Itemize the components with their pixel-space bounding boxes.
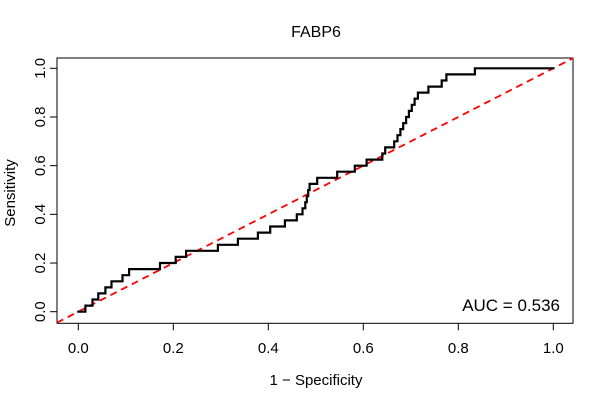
x-tick-label: 0.6 — [353, 340, 374, 357]
plot-box — [56, 57, 574, 324]
y-tick-label: 0.2 — [32, 253, 49, 274]
auc-annotation: AUC = 0.536 — [462, 296, 560, 315]
x-tick-label: 0.4 — [258, 340, 279, 357]
y-tick-label: 0.6 — [32, 155, 49, 176]
roc-curve — [77, 67, 555, 313]
roc-curve-layer — [77, 67, 555, 313]
y-tick-label: 0.4 — [32, 204, 49, 225]
x-tick-label: 1.0 — [543, 340, 564, 357]
y-tick-label: 0.0 — [32, 301, 49, 322]
x-tick-label: 0.0 — [68, 340, 89, 357]
x-tick-label: 0.8 — [448, 340, 469, 357]
x-axis-label: 1 − Specificity — [270, 372, 363, 389]
reference-line-layer — [56, 57, 574, 324]
y-axis-label: Sensitivity — [2, 159, 19, 227]
reference-diagonal-line — [56, 57, 574, 324]
chart-title: FABP6 — [291, 24, 341, 41]
axis-ticks-layer: 0.0 0.2 0.4 0.6 0.8 1.0 0.0 0.2 0.4 0.6 0.8 1.0 — [32, 58, 564, 357]
y-tick-label: 0.8 — [32, 107, 49, 128]
y-tick-label: 1.0 — [32, 58, 49, 79]
x-tick-label: 0.2 — [163, 340, 184, 357]
